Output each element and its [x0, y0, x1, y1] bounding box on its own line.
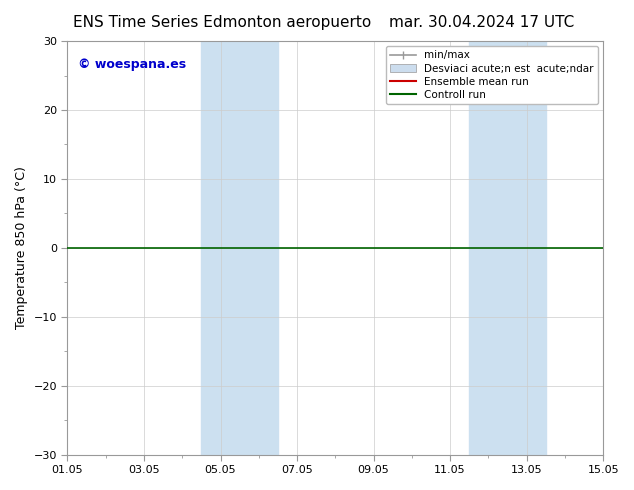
Text: mar. 30.04.2024 17 UTC: mar. 30.04.2024 17 UTC: [389, 15, 574, 30]
Text: ENS Time Series Edmonton aeropuerto: ENS Time Series Edmonton aeropuerto: [73, 15, 371, 30]
Legend: min/max, Desviaci acute;n est  acute;ndar, Ensemble mean run, Controll run: min/max, Desviaci acute;n est acute;ndar…: [385, 46, 598, 104]
Bar: [469, 41, 546, 455]
Text: © woespana.es: © woespana.es: [78, 58, 186, 71]
Bar: [202, 41, 278, 455]
Y-axis label: Temperature 850 hPa (°C): Temperature 850 hPa (°C): [15, 167, 28, 329]
